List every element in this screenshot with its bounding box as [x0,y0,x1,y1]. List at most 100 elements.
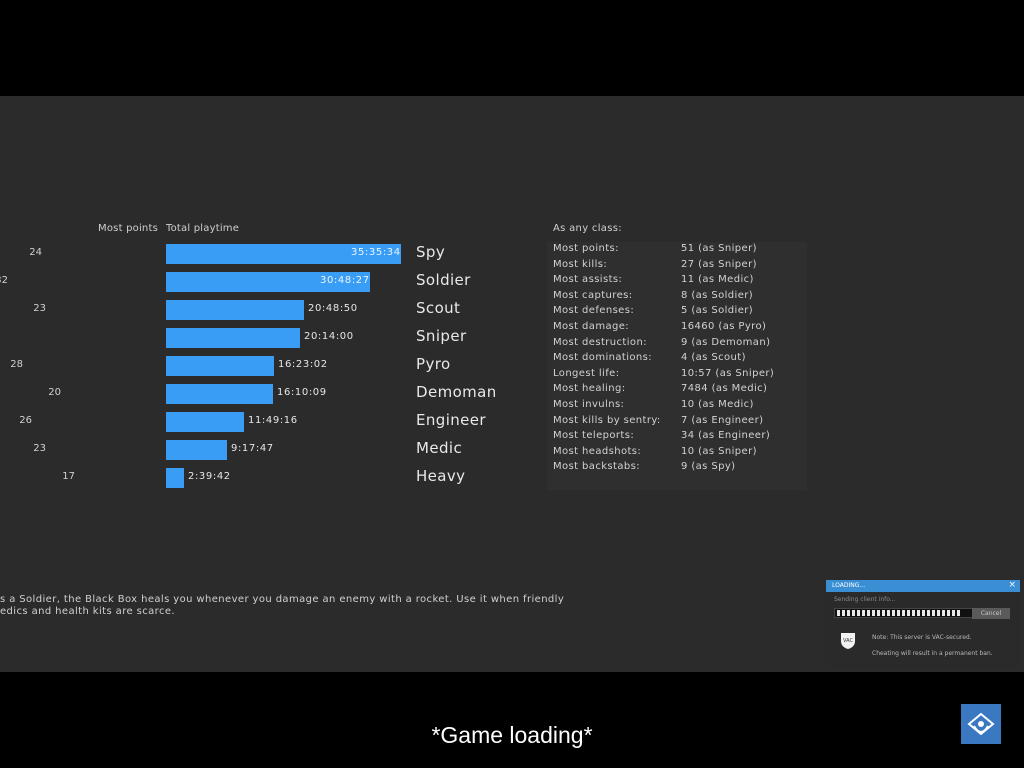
record-label: Most points: [553,243,619,254]
record-value: 34 (as Engineer) [681,430,771,442]
points-value: 17 [62,471,75,482]
playtime-value: 11:49:16 [248,415,298,426]
class-name: Medic [416,439,463,457]
playtime-bar [166,328,300,348]
record-value: 8 (as Soldier) [681,289,754,301]
record-value: 11 (as Medic) [681,274,754,286]
class-name: Spy [416,243,446,261]
record-label: Most headshots: [553,445,642,457]
record-label: Most kills: [553,258,608,270]
class-row-spy: 24 35:35:34 Spy [0,243,520,264]
playtime-value: 30:48:27 [320,275,370,286]
playtime-bar [166,440,227,460]
vac-note: Note: This server is VAC-secured. [872,634,972,641]
points-value: 32 [0,275,8,286]
channel-logo-icon [961,704,1001,744]
loading-dialog: LOADING... × Sending client info... Canc… [826,580,1020,668]
class-row-sniper: 20:14:00 Sniper [0,327,520,348]
class-row-scout: 23 20:48:50 Scout [0,299,520,320]
most-points-header: Most points [98,223,158,234]
playtime-bar [166,300,304,320]
record-value: 10 (as Medic) [681,399,754,410]
record-value: 7484 (as Medic) [681,383,768,395]
playtime-value: 35:35:34 [351,247,401,258]
record-label: Most defenses: [553,305,635,317]
points-value: 26 [19,415,32,426]
record-value: 9 (as Spy) [681,461,736,473]
class-row-demoman: 20 16:10:09 Demoman [0,383,520,404]
class-name: Scout [416,299,461,317]
any-class-records: Most points: 51 (as Sniper) Most kills: 27 … [547,242,807,490]
playtime-value: 16:10:09 [277,387,327,398]
playtime-bar [166,272,370,292]
playtime-bar [166,412,244,432]
record-label: Most assists: [553,274,623,286]
record-label: Most healing: [553,383,626,395]
points-value: 20 [48,387,61,398]
total-playtime-header: Total playtime [166,223,240,234]
record-value: 4 (as Scout) [681,352,746,364]
record-row: Most captures: 8 (as Soldier) [553,290,803,305]
record-row: Most invulns: 10 (as Medic) [553,399,803,414]
vac-shield-icon: VAC [841,633,855,649]
class-row-soldier: 32 30:48:27 Soldier [0,271,520,292]
record-label: Most captures: [553,289,633,301]
class-name: Heavy [416,467,466,485]
record-row: Most kills: 27 (as Sniper) [553,259,803,274]
record-row: Most teleports: 34 (as Engineer) [553,430,803,445]
points-value: 24 [29,247,42,258]
record-row: Most headshots: 10 (as Sniper) [553,446,803,461]
record-value: 7 (as Engineer) [681,414,764,426]
record-label: Most destruction: [553,336,647,348]
record-row: Most kills by sentry: 7 (as Engineer) [553,415,803,430]
record-row: Most assists: 11 (as Medic) [553,274,803,289]
playtime-value: 9:17:47 [231,443,274,454]
class-row-engineer: 26 11:49:16 Engineer [0,411,520,432]
record-label: Most damage: [553,321,630,332]
record-row: Most defenses: 5 (as Soldier) [553,305,803,320]
record-row: Most points: 51 (as Sniper) [553,243,803,258]
record-row: Most damage: 16460 (as Pyro) [553,321,803,336]
class-row-pyro: 28 16:23:02 Pyro [0,355,520,376]
record-row: Most healing: 7484 (as Medic) [553,383,803,398]
dialog-titlebar: LOADING... × [826,580,1020,592]
record-label: Longest life: [553,367,620,379]
game-screen: Most points Total playtime 24 35:35:34 Spy… [0,96,1024,672]
record-label: Most teleports: [553,430,635,442]
loading-tip: s a Soldier, the Black Box heals you whe… [0,594,565,617]
class-name: Pyro [416,355,451,373]
cancel-button[interactable]: Cancel [972,608,1010,619]
record-label: Most kills by sentry: [553,414,661,426]
loading-progress-bar [834,608,994,618]
record-row: Longest life: 10:57 (as Sniper) [553,368,803,383]
playtime-value: 20:14:00 [304,331,354,342]
class-name: Engineer [416,411,487,429]
dialog-title: LOADING... [832,582,866,589]
close-icon[interactable]: × [1008,580,1016,590]
vac-badge-text: VAC [843,638,853,644]
points-value: 28 [10,359,23,370]
record-row: Most dominations: 4 (as Scout) [553,352,803,367]
playtime-value: 16:23:02 [278,359,328,370]
playtime-bar [166,384,273,404]
loading-progress-fill [837,610,962,616]
record-value: 5 (as Soldier) [681,305,754,317]
points-value: 23 [33,443,46,454]
record-label: Most dominations: [553,352,653,364]
vac-warning: Cheating will result in a permanent ban. [872,650,993,657]
playtime-bar [166,356,274,376]
record-row: Most destruction: 9 (as Demoman) [553,337,803,352]
dialog-status: Sending client info... [834,596,896,603]
record-label: Most backstabs: [553,461,641,473]
record-value: 51 (as Sniper) [681,243,757,254]
record-value: 10 (as Sniper) [681,445,757,457]
record-row: Most backstabs: 9 (as Spy) [553,461,803,476]
playtime-bar [166,468,184,488]
class-row-heavy: 17 2:39:42 Heavy [0,467,520,488]
class-name: Sniper [416,327,467,345]
playtime-value: 20:48:50 [308,303,358,314]
class-row-medic: 23 9:17:47 Medic [0,439,520,460]
points-value: 23 [33,303,46,314]
class-name: Demoman [416,383,497,401]
playtime-value: 2:39:42 [188,471,231,482]
